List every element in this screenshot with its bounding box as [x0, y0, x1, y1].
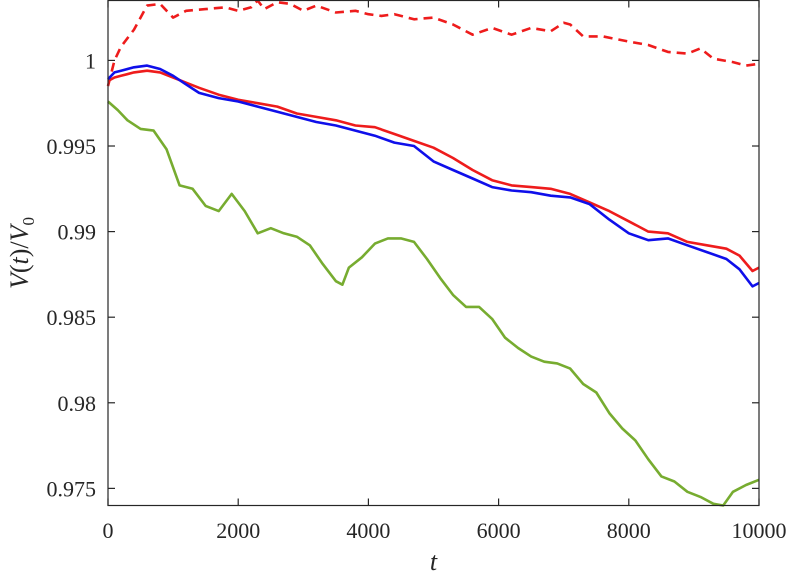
y-tick-label: 0.99 [58, 220, 97, 245]
series-line-4 [107, 100, 760, 507]
y-axis-label: V(t)/V0 [5, 217, 38, 289]
y-tick-label: 0.985 [47, 305, 97, 330]
tick-layer: 0 2000 4000 6000 8000 10000 0.975 0.98 0.985 0.99… [47, 0, 787, 543]
series-layer [106, 0, 760, 507]
x-tick-label: 4000 [346, 518, 390, 543]
y-tick-label: 0.975 [47, 476, 97, 501]
x-axis-label: t [430, 547, 438, 574]
y-tick-label: 1 [85, 48, 96, 73]
plot-frame [107, 0, 760, 507]
y-tick-label: 0.98 [58, 391, 97, 416]
x-tick-label: 6000 [477, 518, 521, 543]
x-tick-label: 8000 [607, 518, 651, 543]
y-tick-label: 0.995 [47, 134, 97, 159]
x-tick-label: 2000 [216, 518, 260, 543]
series-line-2 [107, 69, 760, 273]
x-tick-label: 10000 [732, 518, 787, 543]
series-line-3 [107, 64, 760, 288]
series-line-1 [106, 0, 760, 87]
x-tick-label: 0 [103, 518, 114, 543]
